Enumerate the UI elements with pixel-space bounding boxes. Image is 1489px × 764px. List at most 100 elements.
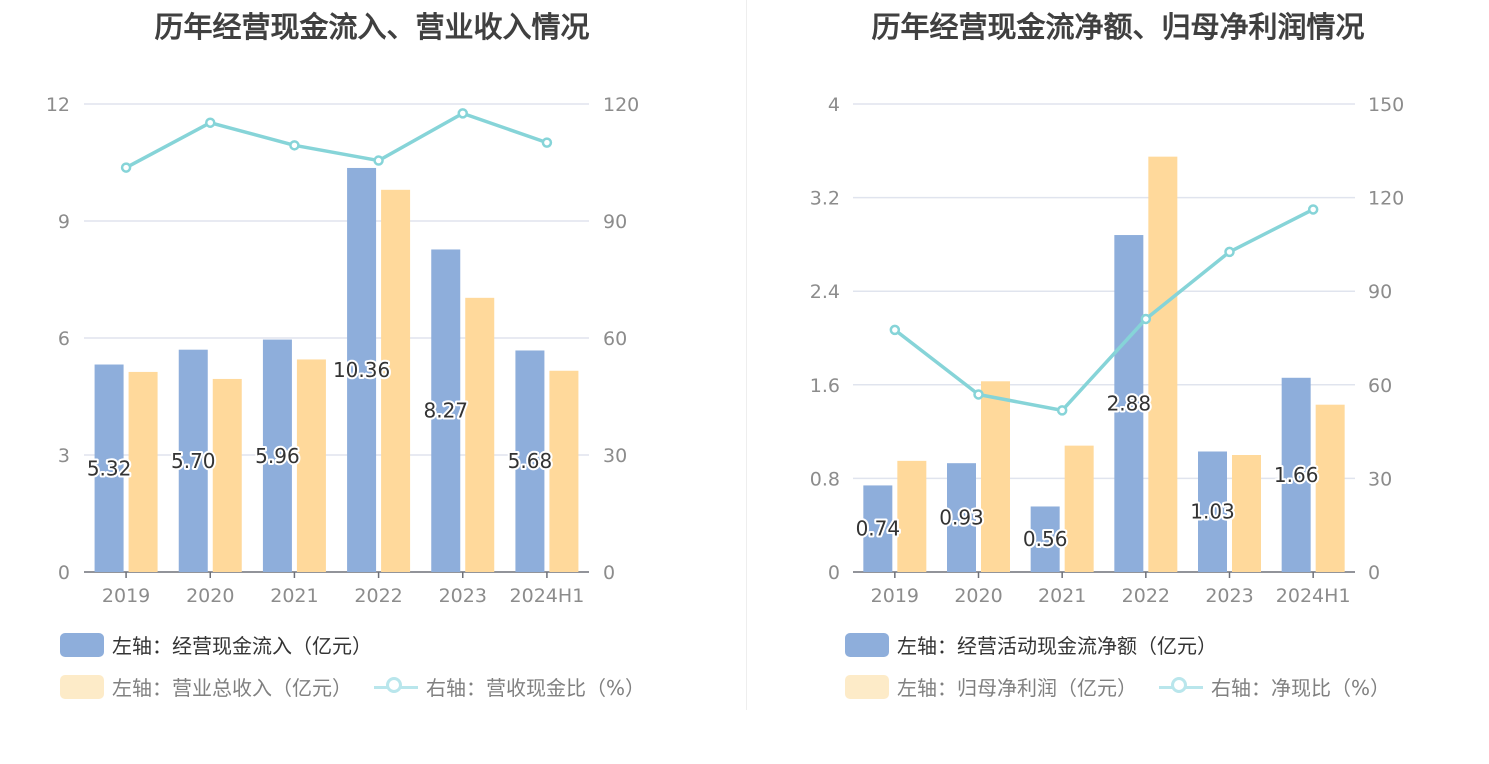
bar-series1: [262, 339, 292, 572]
left-axis-tick-label: 0: [58, 562, 70, 584]
bar-data-label: 10.36: [333, 358, 390, 382]
bar-series2: [381, 189, 411, 573]
bar-series1: [947, 463, 976, 572]
legend-label-bar2[interactable]: 左轴：归母净利润（亿元）: [897, 676, 1137, 700]
line-series: [125, 111, 548, 170]
legend-row-1: 左轴：经营活动现金流净额（亿元）: [845, 630, 1217, 659]
line-point: [1140, 313, 1152, 325]
x-axis-tick-label: 2022: [1122, 585, 1170, 607]
line-point: [541, 137, 553, 148]
x-axis-tick-label: 2020: [186, 585, 234, 607]
left-axis-tick-label: 0: [828, 562, 840, 584]
bar-data-label: 0.56: [1023, 527, 1068, 551]
bar-series1: [94, 364, 124, 572]
x-axis-tick-label: 2020: [954, 585, 1002, 607]
bar-series1: [431, 249, 461, 572]
bar-data-label: 5.96: [255, 444, 300, 468]
line-point: [1224, 246, 1235, 258]
legend-row-1: 左轴：经营现金流入（亿元）: [60, 630, 372, 659]
right-axis-tick-label: 120: [603, 94, 639, 116]
legend-label-line[interactable]: 右轴：营收现金比（%）: [426, 676, 646, 700]
bar-series1: [1030, 506, 1060, 572]
x-axis-tick-label: 2023: [1205, 585, 1253, 607]
bar-series1: [347, 167, 377, 572]
bar-series1: [515, 350, 545, 572]
left-axis-tick-label: 3: [58, 445, 70, 467]
legend-row-2: 左轴：营业总收入（亿元） 右轴：营收现金比（%）: [60, 672, 645, 701]
x-axis-tick-label: 2024H1: [1276, 585, 1351, 607]
legend-label-bar1[interactable]: 左轴：经营现金流入（亿元）: [112, 634, 372, 658]
bar-series2: [897, 460, 927, 572]
chart-panel-left: 历年经营现金流入、营业收入情况 0 3 6 9 12 0 30 60 90 120 2019 2020…: [0, 0, 744, 764]
left-axis-tick-label: 2.4: [810, 281, 840, 303]
right-axis-tick-label: 0: [603, 562, 615, 584]
bar-data-label: 5.32: [87, 456, 132, 480]
legend-swatch-bar2[interactable]: [845, 674, 889, 699]
bar-data-label: 5.68: [508, 449, 553, 473]
x-axis-tick-label: 2019: [102, 585, 150, 607]
panel-divider: [746, 0, 747, 710]
legend-label-bar1[interactable]: 左轴：经营活动现金流净额（亿元）: [897, 634, 1217, 658]
right-axis-tick-label: 90: [603, 211, 627, 233]
left-axis-tick-label: 1.6: [810, 375, 840, 397]
right-axis-tick-label: 60: [1368, 375, 1392, 397]
legend-label-bar2[interactable]: 左轴：营业总收入（亿元）: [112, 676, 352, 700]
legend-label-line[interactable]: 右轴：净现比（%）: [1211, 676, 1391, 700]
line-point: [289, 140, 300, 151]
line-point: [1307, 204, 1319, 215]
legend-swatch-bar1[interactable]: [60, 632, 104, 657]
bar-series2: [1232, 455, 1261, 572]
right-axis-tick-label: 0: [1368, 562, 1380, 584]
bar-data-label: 2.88: [1107, 392, 1152, 416]
x-axis-tick-label: 2023: [439, 585, 487, 607]
x-axis-tick-label: 2019: [871, 585, 919, 607]
legend-swatch-bar1[interactable]: [845, 632, 889, 657]
right-axis-tick-label: 30: [603, 445, 627, 467]
x-axis-tick-label: 2021: [270, 585, 318, 607]
right-axis-tick-label: 120: [1368, 188, 1404, 210]
line-point: [1056, 405, 1068, 416]
line-point: [373, 155, 384, 166]
x-axis-tick-label: 2024H1: [510, 585, 585, 607]
bar-data-label: 8.27: [423, 399, 468, 423]
chart-plot: 0 0.8 1.6 2.4 3.2 4 0 30 60 90 120 150 2019 2020 2021 2…: [810, 94, 1404, 607]
bar-series2: [465, 297, 495, 572]
bar-series1: [1281, 377, 1311, 572]
bar-series2: [296, 359, 326, 572]
left-axis-tick-label: 4: [828, 94, 840, 116]
bar-series2: [1148, 156, 1178, 572]
legend-swatch-bar2[interactable]: [60, 674, 104, 699]
line-point: [205, 117, 216, 128]
right-axis-tick-label: 60: [603, 328, 627, 350]
line-point: [120, 162, 132, 173]
bar-data-label: 1.03: [1190, 500, 1235, 524]
bar-data-label: 5.70: [171, 449, 216, 473]
line-point: [457, 108, 468, 119]
chart-panel-right: 历年经营现金流净额、归母净利润情况 0 0.8 1.6 2.4 3.2 4 0 30 60 90 1…: [746, 0, 1489, 764]
bar-data-label: 1.66: [1274, 463, 1319, 487]
bar-series2: [981, 381, 1010, 572]
bar-series1: [863, 485, 893, 572]
left-axis-tick-label: 3.2: [810, 188, 840, 210]
bar-series1: [178, 349, 208, 572]
bar-series2: [212, 378, 242, 572]
line-point: [889, 324, 901, 336]
legend-swatch-line[interactable]: [374, 675, 418, 699]
legend-swatch-line[interactable]: [1159, 675, 1203, 699]
left-axis-tick-label: 0.8: [810, 468, 840, 490]
left-axis-tick-label: 12: [46, 94, 70, 116]
line-series: [893, 207, 1314, 413]
left-axis-tick-label: 9: [58, 211, 70, 233]
bar-series1: [1114, 235, 1144, 573]
x-axis-tick-label: 2022: [354, 585, 402, 607]
bar-series1: [1198, 451, 1227, 572]
left-axis-tick-label: 6: [58, 328, 70, 350]
bar-series2: [1315, 404, 1345, 572]
right-axis-tick-label: 150: [1368, 94, 1404, 116]
chart-title: 历年经营现金流净额、归母净利润情况: [871, 10, 1365, 44]
bar-series2: [1064, 445, 1094, 572]
right-axis-tick-label: 90: [1368, 281, 1392, 303]
x-axis-tick-label: 2021: [1038, 585, 1086, 607]
right-axis-tick-label: 30: [1368, 468, 1392, 490]
